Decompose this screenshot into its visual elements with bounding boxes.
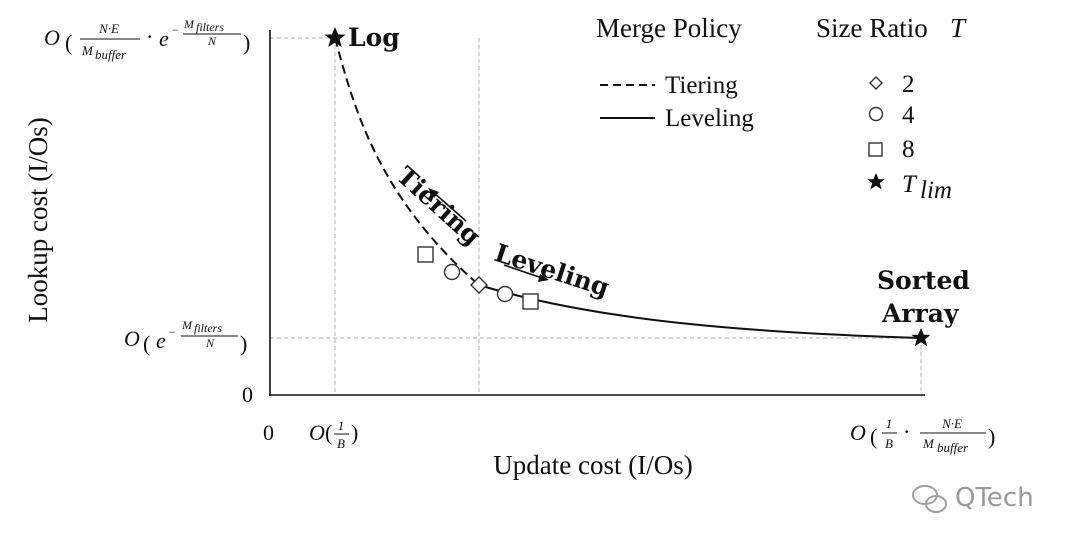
legend-square-icon [868, 142, 883, 157]
svg-text:e: e [156, 328, 166, 353]
svg-text:M: M [922, 436, 935, 451]
svg-text:N·E: N·E [98, 21, 119, 36]
legend-tlim-symbol: T [902, 171, 918, 198]
legend-size-ratio-title: Size Ratio [816, 13, 928, 43]
svg-text:N·E: N·E [941, 416, 962, 431]
tiering-curve [334, 37, 480, 286]
x-tick-sorted-array: O ( 1 B · N·E M buffer ) [850, 416, 995, 455]
svg-text:·: · [903, 419, 910, 444]
svg-text:filters: filters [194, 321, 222, 335]
x-tick-zero: 0 [263, 420, 274, 445]
svg-text:O: O [44, 25, 60, 50]
svg-text:M: M [183, 17, 195, 31]
log-star-icon [324, 27, 346, 47]
circle-marker-leveling [496, 285, 514, 303]
svg-text:(: ( [65, 30, 72, 55]
tiering-arrow-head [428, 188, 439, 198]
x-axis-title: Update cost (I/Os) [493, 450, 692, 480]
svg-text:filters: filters [196, 20, 224, 34]
legend-star-icon [867, 173, 885, 190]
log-label: Log [348, 23, 400, 52]
tiering-arrow-label: Tiering [391, 161, 486, 251]
legend-diamond-icon [869, 76, 883, 90]
svg-text:): ) [988, 424, 995, 449]
legend-size-ratio-symbol: T [950, 13, 967, 43]
wechat-logo-icon [912, 485, 947, 513]
watermark-text: QTech [955, 483, 1034, 513]
legend-size-ratio: Size Ratio T 2 4 8 T lim [816, 13, 967, 204]
sorted-array-label-line1: Sorted [877, 266, 970, 295]
svg-text:(: ( [870, 424, 877, 449]
svg-text:buffer: buffer [95, 47, 127, 62]
leveling-arrow-line [503, 264, 543, 279]
svg-text:buffer: buffer [937, 440, 969, 455]
svg-text:O: O [850, 420, 866, 445]
watermark: QTech [912, 483, 1034, 513]
svg-text:N: N [207, 34, 217, 48]
svg-text:(: ( [325, 420, 332, 445]
legend-leveling-label: Leveling [665, 105, 754, 132]
legend-size-4: 4 [902, 102, 915, 129]
svg-text:e: e [159, 26, 169, 51]
x-tick-one-over-b: O ( 1 B ) [309, 418, 358, 451]
svg-text:O: O [309, 420, 325, 445]
square-marker-leveling [522, 293, 539, 310]
svg-text:B: B [885, 436, 893, 451]
svg-text:·: · [146, 24, 153, 49]
legend-tlim-subscript: lim [920, 177, 952, 204]
legend-circle-icon [868, 106, 884, 122]
legend-merge-policy: Merge Policy Tiering Leveling [596, 13, 754, 132]
svg-text:O: O [124, 326, 140, 351]
sorted-array-star-icon [911, 328, 931, 347]
svg-text:M: M [81, 43, 94, 58]
leveling-arrow-head [538, 274, 549, 282]
square-marker-tiering [417, 246, 434, 263]
circle-marker-tiering [443, 263, 461, 281]
legend-merge-policy-title: Merge Policy [596, 13, 742, 43]
legend-size-8: 8 [902, 136, 915, 163]
svg-text:): ) [351, 420, 358, 445]
tiering-arrow-line [432, 191, 467, 222]
y-tick-zero: 0 [242, 382, 253, 407]
y-tick-sorted: O ( e − M filters N ) [124, 318, 247, 356]
svg-text:1: 1 [338, 418, 345, 433]
svg-text:B: B [337, 436, 345, 451]
leveling-curve [478, 284, 922, 339]
legend-tiering-label: Tiering [665, 72, 738, 99]
svg-text:): ) [240, 331, 247, 356]
diamond-marker [470, 276, 488, 294]
svg-text:−: − [168, 325, 176, 339]
legend-size-2: 2 [902, 71, 915, 98]
svg-text:N: N [205, 336, 215, 350]
sorted-array-label-line2: Array [881, 299, 960, 328]
svg-text:(: ( [143, 331, 150, 356]
svg-text:M: M [181, 318, 193, 332]
y-axis-title: Lookup cost (I/Os) [23, 117, 53, 322]
y-tick-log: O ( N·E M buffer · e − M filters N ) [44, 17, 250, 62]
svg-text:−: − [171, 23, 179, 37]
svg-text:): ) [243, 30, 250, 55]
svg-text:1: 1 [886, 416, 893, 431]
